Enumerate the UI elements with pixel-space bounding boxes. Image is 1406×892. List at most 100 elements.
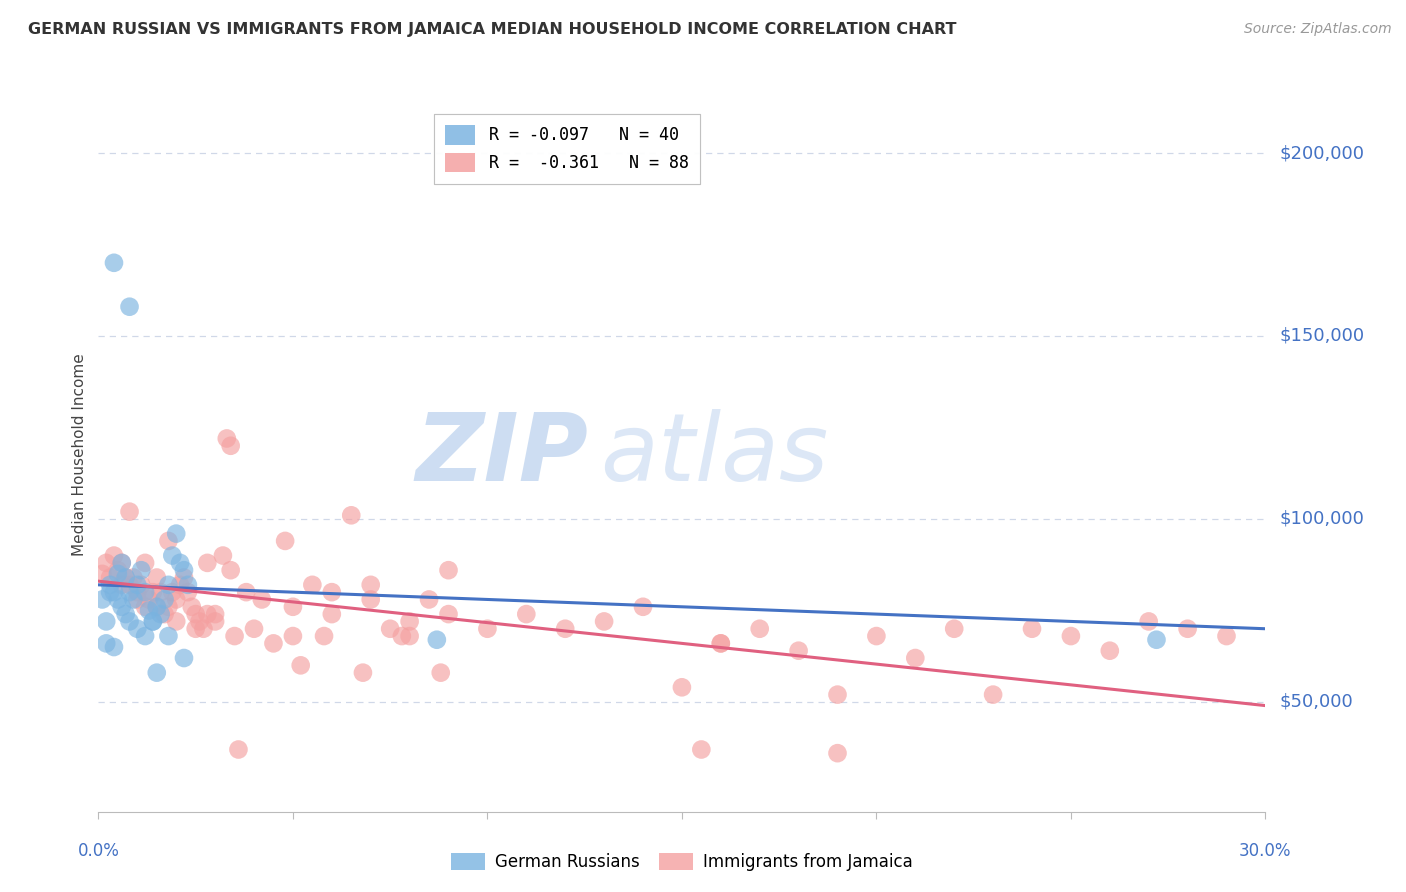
Point (235, 585, 257, 599)
Point (1215, 629, 1237, 643)
Point (437, 607, 460, 621)
Point (173, 570, 195, 584)
Point (114, 570, 136, 584)
Point (103, 549, 125, 563)
Point (184, 607, 207, 621)
Point (418, 592, 440, 607)
Point (195, 607, 218, 621)
Point (184, 622, 207, 636)
Point (157, 578, 180, 592)
Point (827, 688, 849, 702)
Point (943, 622, 966, 636)
Point (169, 578, 191, 592)
Point (243, 622, 266, 636)
Legend: German Russians, Immigrants from Jamaica: German Russians, Immigrants from Jamaica (443, 845, 921, 880)
Text: ZIP: ZIP (416, 409, 589, 501)
Point (142, 615, 165, 629)
Point (193, 622, 215, 636)
Point (352, 665, 374, 680)
Point (360, 592, 382, 607)
Y-axis label: Median Household Income: Median Household Income (72, 353, 87, 557)
Point (1060, 629, 1083, 643)
Point (111, 578, 134, 592)
Point (165, 615, 187, 629)
Point (219, 563, 242, 577)
Point (169, 556, 191, 570)
Text: 0.0%: 0.0% (77, 842, 120, 860)
Text: $200,000: $200,000 (1279, 144, 1364, 162)
Point (281, 629, 304, 643)
Point (593, 615, 616, 629)
Point (111, 556, 134, 570)
Point (1137, 615, 1160, 629)
Text: GERMAN RUSSIAN VS IMMIGRANTS FROM JAMAICA MEDIAN HOUSEHOLD INCOME CORRELATION CH: GERMAN RUSSIAN VS IMMIGRANTS FROM JAMAIC… (28, 22, 956, 37)
Point (321, 607, 343, 621)
Point (215, 432, 238, 446)
Point (250, 592, 273, 607)
Point (360, 578, 382, 592)
Point (212, 549, 235, 563)
Point (127, 578, 149, 592)
Point (426, 632, 449, 647)
Point (91, 566, 114, 581)
Point (134, 629, 156, 643)
Point (134, 585, 156, 599)
Point (118, 505, 141, 519)
Point (114, 570, 136, 584)
Point (690, 742, 713, 756)
Point (290, 658, 312, 673)
Point (103, 256, 125, 270)
Text: atlas: atlas (600, 409, 828, 500)
Point (146, 665, 169, 680)
Point (162, 549, 184, 563)
Point (98, 578, 121, 592)
Point (312, 629, 335, 643)
Point (177, 578, 200, 592)
Point (865, 629, 887, 643)
Point (177, 585, 200, 599)
Point (138, 592, 160, 607)
Point (631, 599, 654, 614)
Point (204, 615, 226, 629)
Point (149, 585, 172, 599)
Point (107, 592, 129, 607)
Point (1098, 643, 1121, 657)
Point (173, 651, 195, 665)
Point (787, 643, 810, 657)
Point (98, 585, 121, 599)
Point (827, 746, 849, 760)
Point (219, 439, 242, 453)
Text: Source: ZipAtlas.com: Source: ZipAtlas.com (1244, 22, 1392, 37)
Point (153, 607, 176, 621)
Point (981, 688, 1004, 702)
Point (122, 592, 145, 607)
Point (321, 585, 343, 599)
Point (153, 592, 176, 607)
Point (228, 742, 250, 756)
Point (904, 651, 927, 665)
Point (301, 578, 323, 592)
Point (107, 563, 129, 577)
Point (111, 599, 134, 614)
Point (429, 665, 451, 680)
Point (157, 629, 180, 643)
Point (134, 599, 156, 614)
Point (111, 556, 134, 570)
Point (129, 578, 152, 592)
Point (1146, 632, 1168, 647)
Point (262, 636, 284, 650)
Point (554, 622, 576, 636)
Text: $50,000: $50,000 (1279, 693, 1353, 711)
Point (165, 526, 187, 541)
Point (96, 636, 118, 650)
Point (1177, 622, 1199, 636)
Point (391, 629, 413, 643)
Text: $100,000: $100,000 (1279, 510, 1364, 528)
Point (224, 629, 246, 643)
Point (748, 622, 770, 636)
Point (146, 599, 169, 614)
Point (107, 566, 129, 581)
Point (118, 578, 141, 592)
Point (710, 636, 733, 650)
Point (274, 533, 297, 548)
